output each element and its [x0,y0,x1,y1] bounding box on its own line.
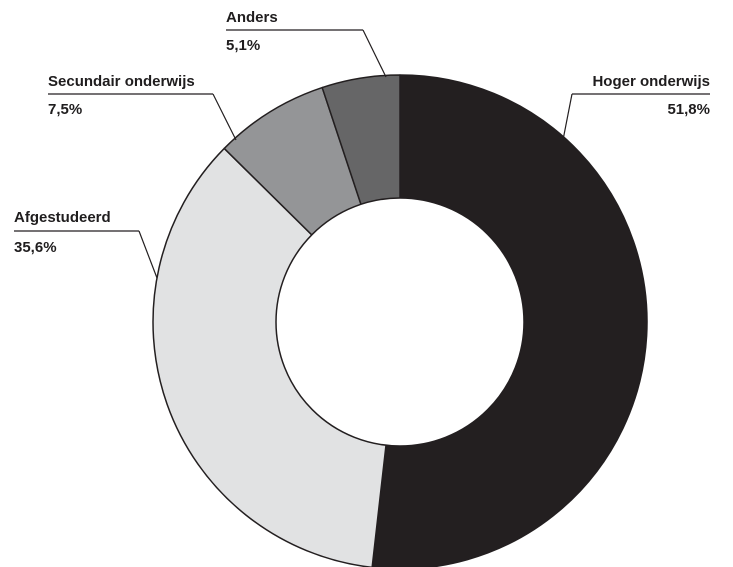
label-leaders [14,29,710,279]
label-secundair-onderwijs-value: 7,5% [48,101,82,118]
leader-line-3 [362,29,387,78]
slice-labels: Hoger onderwijs 51,8% Afgestudeerd 35,6%… [14,9,710,256]
label-afgestudeerd-value: 35,6% [14,239,57,256]
slice-afgestudeerd [152,147,401,567]
label-hoger-onderwijs-name: Hoger onderwijs [592,73,710,90]
label-hoger-onderwijs-value: 51,8% [667,101,710,118]
leader-line-2 [212,93,237,141]
label-afgestudeerd-name: Afgestudeerd [14,209,111,226]
donut-hole [275,197,525,447]
label-anders-value: 5,1% [226,37,260,54]
leader-line-1 [138,230,158,279]
label-anders-name: Anders [226,9,278,26]
leader-line-0 [562,93,573,141]
label-secundair-onderwijs-name: Secundair onderwijs [48,73,195,90]
